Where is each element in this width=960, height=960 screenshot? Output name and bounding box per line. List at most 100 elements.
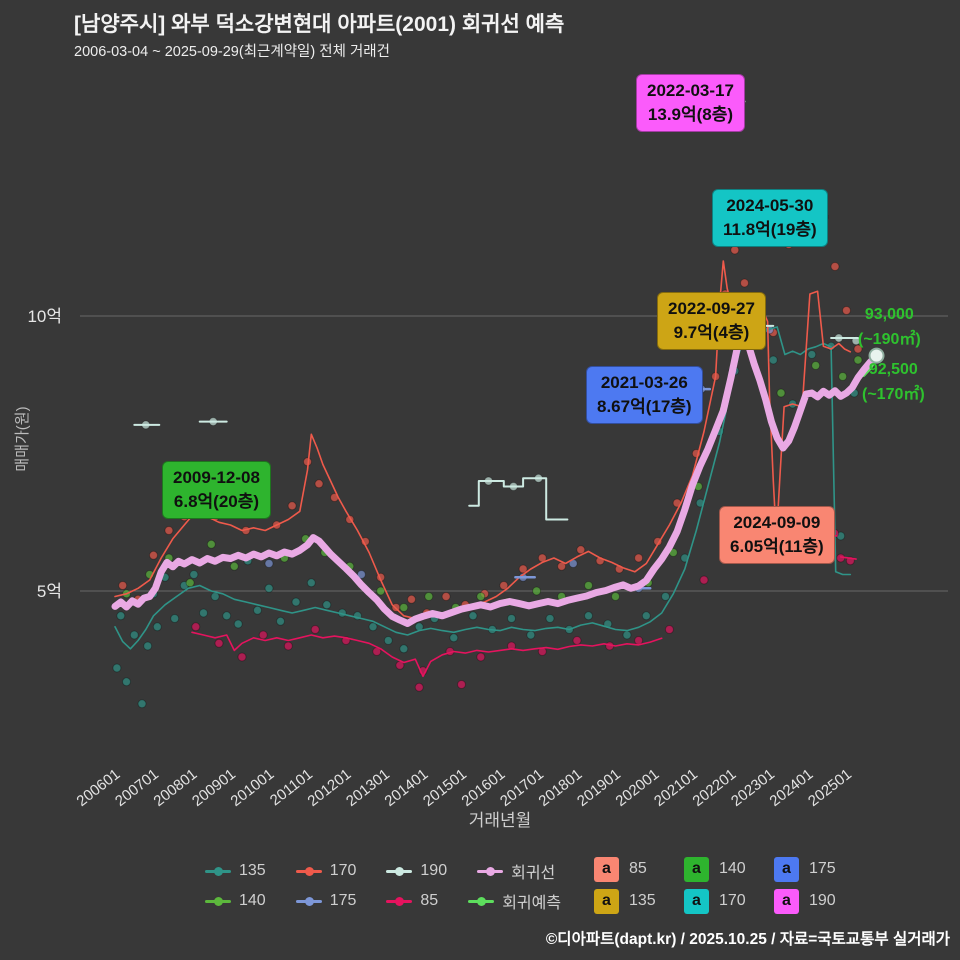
legend-marker-icon [295,896,322,906]
area-legend-label: 135 [629,892,656,909]
x-tick-label: 202101 [651,766,701,810]
scatter-point-85 [699,575,709,585]
scatter-point-170 [407,594,416,604]
legend-item-140[interactable]: 140 [205,892,266,910]
x-tick-label: 201901 [574,766,624,810]
area-legend-item-190[interactable]: a 190 [774,888,836,914]
scatter-point-140 [229,561,239,571]
scatter-point-135 [545,614,555,623]
legend-dot-icon [486,866,496,876]
scatter-point-170 [441,592,451,601]
scatter-point-135 [468,611,478,621]
scatter-point-170 [314,479,324,489]
legend-marker-icon [205,866,231,876]
x-tick-label: 201001 [228,766,278,810]
legend-label: 회귀예측 [502,895,562,912]
scatter-point-85 [258,630,268,640]
scatter-point-140 [811,361,821,370]
scatter-point-135 [122,677,131,687]
legend-item-135[interactable]: 135 [205,862,266,880]
prediction-point [868,347,885,364]
legend-label: 140 [239,892,266,909]
legend-item-회귀예측[interactable]: 회귀예측 [468,889,561,913]
x-tick-label: 201501 [420,766,470,810]
area-legend-item-135[interactable]: a 135 [594,888,656,914]
legend-marker-icon [295,866,322,876]
scatter-point-135 [199,608,208,618]
prediction-value: 93,000 [864,306,914,323]
x-tick-label: 202301 [728,766,778,810]
scatter-point-85 [214,638,224,648]
scatter-point-140 [838,372,848,381]
scatter-point-140 [584,581,593,590]
scatter-point-135 [622,630,632,640]
legend-label: 85 [420,892,439,909]
area-legend-swatch-icon: a [774,888,799,914]
annotation-2024-09-09: 2024-09-09 6.05억(11층) [719,506,835,564]
annotation-price: 13.9억(8층) [647,104,734,124]
x-tick-label: 200701 [112,766,162,810]
scatter-point-85 [572,636,582,645]
x-tick-label: 202001 [613,766,663,810]
scatter-point-135 [768,355,778,365]
scatter-point-170 [730,245,740,255]
prediction-label-(~190㎡): 93,000 (~190㎡) [858,303,921,353]
scatter-point-85 [507,641,516,651]
area-type-legend: a 85 a 140 a 175 a 135 a 170 a 190 [594,853,836,917]
prediction-label-(~170㎡): 92,500 (~170㎡) [862,358,925,408]
scatter-point-135 [368,622,378,632]
legend-marker-icon [386,896,413,906]
legend-item-175[interactable]: 175 [295,892,357,910]
scatter-point-135 [137,699,147,709]
scatter-point-135 [210,592,220,601]
scatter-point-170 [287,501,297,511]
x-tick-label: 200601 [74,766,124,810]
x-tick-label: 202501 [805,766,855,810]
area-legend-label: 175 [809,860,836,877]
area-legend-item-175[interactable]: a 175 [774,856,836,882]
x-tick-label: 202401 [767,766,817,810]
area-legend-swatch-icon: a [684,888,709,914]
area-legend-item-140[interactable]: a 140 [684,856,746,882]
area-legend-item-170[interactable]: a 170 [684,888,746,914]
prediction-size: (~190㎡) [858,330,921,348]
scatter-point-140 [376,586,386,596]
scatter-point-135 [807,350,817,359]
scatter-point-135 [584,611,593,621]
x-tick-label: 201401 [382,766,432,810]
scatter-point-175 [356,570,366,579]
legend-label: 175 [329,892,357,909]
area-legend-swatch-icon: a [774,856,799,882]
scatter-point-135 [399,644,409,654]
scatter-point-85 [414,682,424,692]
scatter-point-135 [143,641,153,651]
area-legend-item-85[interactable]: a 85 [594,856,656,882]
legend-item-85[interactable]: 85 [386,892,438,910]
legend-label: 회귀선 [511,865,556,882]
area-legend-swatch-icon: a [684,856,709,882]
scatter-point-135 [507,614,516,623]
area-legend-label: 170 [719,892,746,909]
legend-dot-icon [395,866,405,876]
legend-dot-icon [304,896,314,906]
scatter-point-170 [740,278,749,288]
scatter-point-135 [170,614,180,623]
scatter-point-85 [634,636,644,645]
scatter-point-170 [499,581,509,590]
scatter-point-170 [164,526,174,535]
scatter-point-135 [129,630,139,640]
annotation-date: 2021-03-26 [600,373,688,392]
x-tick-label: 201701 [497,766,547,810]
legend-item-회귀선[interactable]: 회귀선 [477,859,555,883]
x-tick-label: 201601 [459,766,509,810]
x-axis-title: 거래년월 [468,811,532,830]
scatter-point-135 [253,605,262,615]
scatter-point-135 [661,592,670,601]
scatter-point-135 [112,663,122,673]
legend-item-190[interactable]: 190 [386,862,447,880]
scatter-point-135 [322,600,332,610]
legend-label: 135 [239,862,266,879]
legend-item-170[interactable]: 170 [295,862,356,880]
scatter-point-170 [149,550,158,560]
